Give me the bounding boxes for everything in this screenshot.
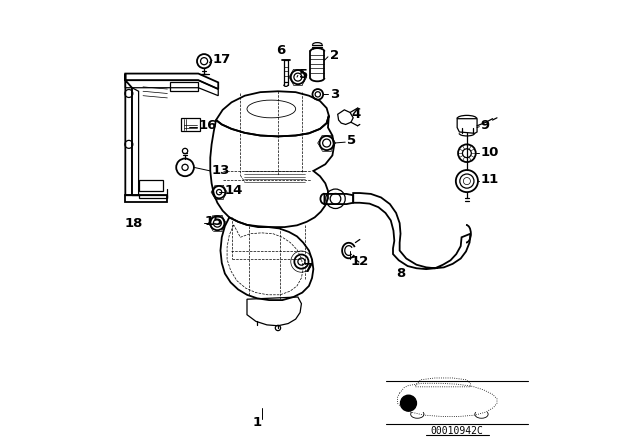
Text: 14: 14 <box>225 184 243 197</box>
Text: 3: 3 <box>330 88 339 101</box>
Text: 4: 4 <box>352 108 361 121</box>
Text: 15: 15 <box>205 215 223 228</box>
Text: 16: 16 <box>198 119 217 132</box>
Text: 11: 11 <box>480 173 499 186</box>
Text: 12: 12 <box>351 255 369 268</box>
Text: 00010942C: 00010942C <box>431 426 484 436</box>
Text: 5: 5 <box>299 68 308 81</box>
Text: 6: 6 <box>276 44 285 57</box>
Text: 5: 5 <box>346 134 356 147</box>
Circle shape <box>401 395 417 411</box>
Text: 2: 2 <box>330 49 339 62</box>
Text: 13: 13 <box>212 164 230 177</box>
Text: 17: 17 <box>213 53 231 66</box>
Text: 1: 1 <box>253 416 262 429</box>
Text: 18: 18 <box>124 217 143 230</box>
Text: 9: 9 <box>480 119 490 132</box>
Text: 7: 7 <box>303 262 312 275</box>
Text: 8: 8 <box>396 267 405 280</box>
Text: 10: 10 <box>480 146 499 159</box>
